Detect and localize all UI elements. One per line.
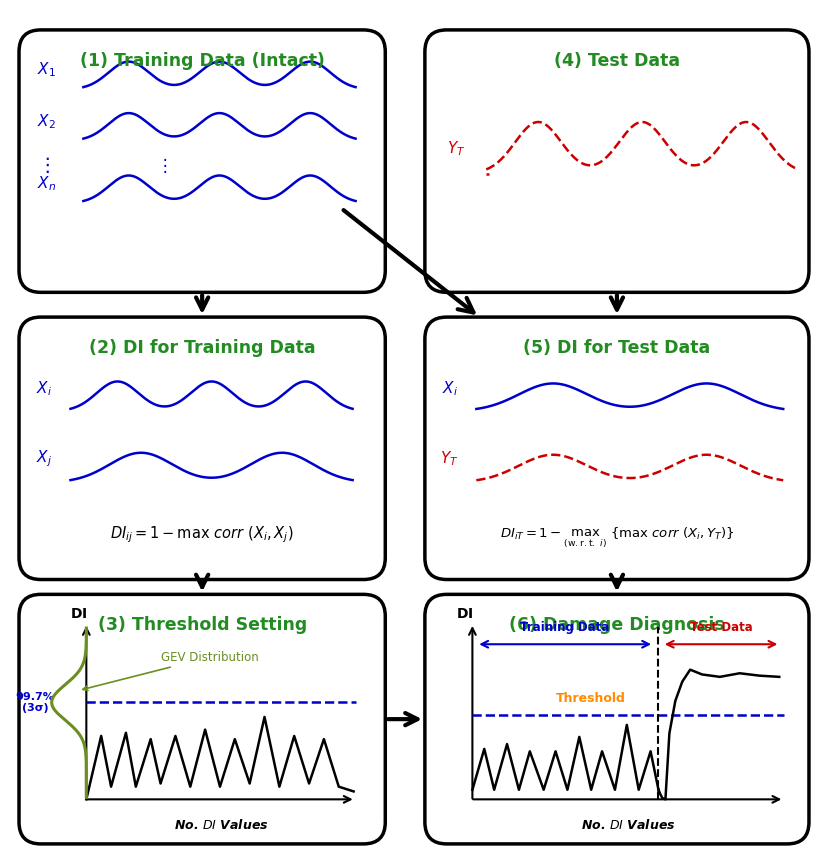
Text: $DI_{iT} = 1 - \underset{\mathrm{(w.r.t.\ }i)}{\max}\ \{\max\ \mathit{corr}\ (X_: $DI_{iT} = 1 - \underset{\mathrm{(w.r.t.…	[500, 526, 734, 550]
Text: Test Data: Test Data	[690, 621, 752, 634]
Text: (3) Threshold Setting: (3) Threshold Setting	[97, 616, 306, 634]
Text: $X_i$: $X_i$	[36, 379, 52, 398]
Text: $\mathbf{DI}$: $\mathbf{DI}$	[69, 607, 87, 621]
FancyBboxPatch shape	[425, 594, 809, 844]
FancyBboxPatch shape	[19, 594, 385, 844]
Text: $X_i$: $X_i$	[442, 379, 458, 398]
Text: (1) Training Data (Intact): (1) Training Data (Intact)	[80, 51, 325, 69]
FancyBboxPatch shape	[425, 30, 809, 293]
FancyBboxPatch shape	[425, 317, 809, 580]
Text: $X_1$: $X_1$	[37, 61, 56, 80]
Text: No. $DI$ Values: No. $DI$ Values	[173, 818, 268, 832]
Text: ⋮: ⋮	[157, 157, 173, 175]
Text: $DI_{ij} = 1 - \max\ \mathit{corr}\ (X_i, X_j)$: $DI_{ij} = 1 - \max\ \mathit{corr}\ (X_i…	[111, 525, 294, 545]
Text: $X_n$: $X_n$	[37, 175, 56, 193]
Text: Training Data: Training Data	[520, 621, 610, 634]
Text: (6) Damage Diagnosis: (6) Damage Diagnosis	[509, 616, 724, 634]
Text: GEV Distribution: GEV Distribution	[83, 651, 259, 691]
Text: Threshold: Threshold	[556, 692, 626, 704]
Text: 99.7%
(3σ): 99.7% (3σ)	[16, 692, 55, 713]
Text: (2) DI for Training Data: (2) DI for Training Data	[89, 339, 316, 357]
Text: $\mathbf{DI}$: $\mathbf{DI}$	[456, 607, 473, 621]
Text: $X_j$: $X_j$	[36, 449, 52, 469]
Text: No. $DI$ Values: No. $DI$ Values	[581, 818, 676, 832]
Text: ⋮: ⋮	[37, 156, 56, 175]
FancyBboxPatch shape	[19, 317, 385, 580]
Text: (4) Test Data: (4) Test Data	[554, 51, 680, 69]
Text: $Y_T$: $Y_T$	[448, 140, 466, 158]
FancyBboxPatch shape	[19, 30, 385, 293]
Text: $Y_T$: $Y_T$	[440, 449, 459, 468]
Text: (5) DI for Test Data: (5) DI for Test Data	[524, 339, 710, 357]
Text: $X_2$: $X_2$	[37, 112, 56, 131]
